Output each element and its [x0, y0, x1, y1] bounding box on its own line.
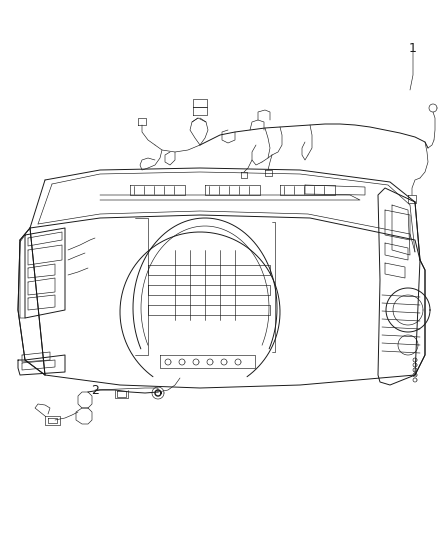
Text: 1: 1 [409, 42, 417, 54]
Text: 2: 2 [91, 384, 99, 397]
